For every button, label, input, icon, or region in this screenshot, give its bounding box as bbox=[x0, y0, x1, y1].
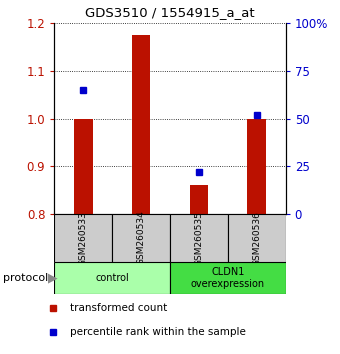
Bar bbox=[132, 35, 150, 214]
Title: GDS3510 / 1554915_a_at: GDS3510 / 1554915_a_at bbox=[85, 6, 255, 19]
Bar bbox=[74, 119, 92, 214]
Text: control: control bbox=[95, 273, 129, 283]
Bar bbox=[170, 214, 228, 262]
Bar bbox=[54, 262, 170, 294]
Bar bbox=[190, 184, 208, 214]
Bar bbox=[112, 214, 170, 262]
Text: GSM260533: GSM260533 bbox=[79, 211, 88, 266]
Bar bbox=[170, 262, 286, 294]
Text: percentile rank within the sample: percentile rank within the sample bbox=[70, 327, 246, 337]
Bar bbox=[54, 214, 112, 262]
Text: CLDN1
overexpression: CLDN1 overexpression bbox=[191, 267, 265, 289]
Text: GSM260534: GSM260534 bbox=[137, 211, 146, 266]
Bar bbox=[228, 214, 286, 262]
Bar bbox=[248, 119, 266, 214]
Text: transformed count: transformed count bbox=[70, 303, 168, 314]
Text: GSM260535: GSM260535 bbox=[194, 211, 203, 266]
Text: GSM260536: GSM260536 bbox=[252, 211, 261, 266]
Text: ▶: ▶ bbox=[48, 272, 57, 284]
Text: protocol: protocol bbox=[3, 273, 49, 283]
